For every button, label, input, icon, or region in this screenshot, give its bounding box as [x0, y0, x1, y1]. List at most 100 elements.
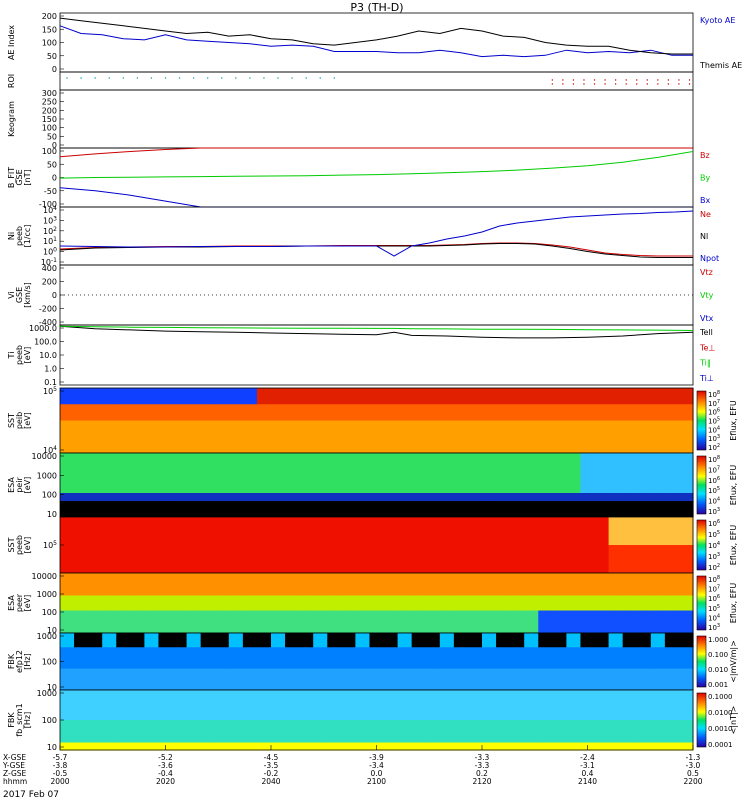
y-axis-label: peeb [15, 535, 24, 555]
heatmap-cell [439, 712, 455, 721]
heatmap-cell [186, 697, 202, 706]
heatmap-cell [299, 675, 314, 684]
heatmap-cell [482, 712, 497, 721]
heatmap-cell [228, 618, 244, 627]
heatmap-cell [102, 469, 117, 478]
heatmap-cell [397, 580, 413, 589]
heatmap-cell [144, 742, 160, 751]
heatmap-cell [524, 573, 539, 582]
heatmap-cell [130, 538, 145, 546]
heatmap-cell [566, 538, 582, 546]
heatmap-cell [60, 727, 75, 736]
heatmap-cell [496, 705, 511, 714]
heatmap-cell [650, 595, 666, 604]
heatmap-cell [130, 675, 145, 684]
heatmap-cell [60, 485, 75, 494]
heatmap-cell [566, 509, 582, 518]
heatmap-cell [650, 682, 666, 691]
heatmap-cell [74, 668, 89, 677]
heatmap-cell [130, 428, 145, 438]
heatmap-cell [200, 720, 216, 729]
heatmap-cell [256, 690, 272, 699]
heatmap-cell [524, 552, 539, 560]
heatmap-cell [214, 580, 230, 589]
heatmap-cell [271, 640, 286, 648]
heatmap-cell [622, 566, 638, 574]
heatmap-cell [383, 675, 399, 684]
heatmap-cell [467, 697, 483, 706]
heatmap-cell [88, 412, 103, 422]
heatmap-cell [200, 501, 216, 510]
heatmap-cell [369, 404, 385, 413]
heatmap-cell [144, 625, 160, 634]
heatmap-cell [369, 618, 385, 627]
heatmap-cell [214, 720, 230, 729]
y-axis-label: FBK [7, 712, 16, 728]
heatmap-cell [102, 485, 117, 494]
heatmap-cell [524, 690, 539, 699]
heatmap-cell [74, 509, 89, 518]
heatmap-cell [256, 531, 272, 539]
heatmap-cell [355, 412, 371, 422]
colorbar-label: <|mV/m|> [729, 640, 738, 683]
heatmap-cell [242, 647, 258, 655]
heatmap-cell [144, 735, 160, 744]
heatmap-cell [678, 453, 694, 462]
heatmap-cell [439, 477, 455, 486]
series-line-by [59, 151, 694, 179]
heatmap-cell [594, 647, 610, 655]
heatmap-cell [214, 690, 230, 699]
heatmap-cell [355, 742, 371, 751]
heatmap-cell [664, 436, 680, 446]
heatmap-cell [467, 625, 483, 634]
heatmap-cell [496, 461, 511, 470]
heatmap-cell [60, 388, 75, 397]
heatmap-cell [678, 595, 694, 604]
heatmap-cell [74, 727, 89, 736]
heatmap-cell [299, 588, 314, 597]
heatmap-cell [242, 682, 258, 691]
heatmap-cell [102, 573, 117, 582]
heatmap-cell [580, 517, 596, 525]
colorbar-tick-label: 102 [708, 443, 720, 452]
heatmap-cell [271, 705, 286, 714]
heatmap-cell [299, 404, 314, 413]
heatmap-cell [622, 559, 638, 567]
y-axis-label: [Hz] [23, 653, 32, 669]
heatmap-cell [594, 552, 610, 560]
y-tick-label: 1000 [37, 471, 57, 480]
heatmap-cell [538, 580, 553, 589]
heatmap-cell [214, 461, 230, 470]
heatmap-cell [383, 545, 399, 553]
heatmap-cell [74, 461, 89, 470]
heatmap-cell [650, 668, 666, 677]
heatmap-cell [678, 559, 694, 567]
heatmap-cell [439, 654, 455, 663]
heatmap-cell [594, 517, 610, 525]
y-axis-label: ESA [7, 595, 16, 611]
heatmap-cell [664, 573, 680, 582]
heatmap-cell [228, 509, 244, 518]
heatmap-cell [580, 469, 596, 478]
heatmap-cell [285, 436, 300, 446]
heatmap-cell [453, 742, 469, 751]
heatmap-cell [566, 705, 582, 714]
heatmap-cell [74, 595, 89, 604]
heatmap-cell [496, 453, 511, 462]
heatmap-cell [341, 538, 356, 546]
heatmap-cell [144, 453, 160, 462]
heatmap-cell [524, 436, 539, 446]
heatmap-cell [439, 668, 455, 677]
heatmap-cell [664, 742, 680, 751]
heatmap-cell [467, 675, 483, 684]
heatmap-cell [341, 461, 356, 470]
heatmap-cell [411, 661, 427, 670]
heatmap-cell [172, 595, 188, 604]
heatmap-cell [524, 682, 539, 691]
heatmap-cell [608, 588, 624, 597]
y-tick-label: 150 [42, 25, 57, 34]
heatmap-cell [186, 668, 202, 677]
heatmap-cell [271, 573, 286, 582]
heatmap-cell [552, 545, 567, 553]
heatmap-cell [256, 501, 272, 510]
